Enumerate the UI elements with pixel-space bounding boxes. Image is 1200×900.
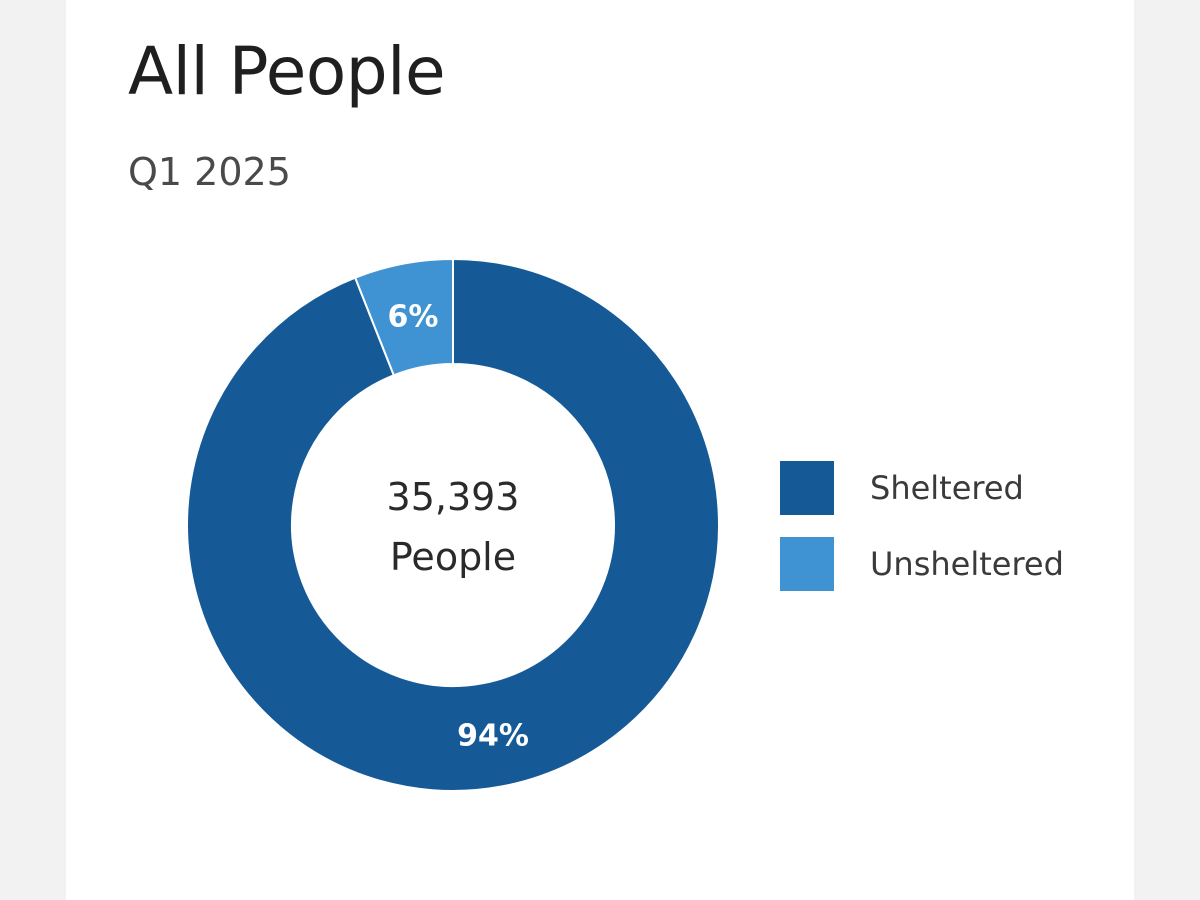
legend-item-sheltered: Sheltered <box>780 460 1064 516</box>
chart-subtitle: Q1 2025 <box>128 150 291 194</box>
legend-label-sheltered: Sheltered <box>870 469 1024 507</box>
legend-swatch-sheltered <box>780 461 834 515</box>
center-total-value: 35,393 <box>387 475 520 519</box>
slice-label-unsheltered: 6% <box>388 299 439 334</box>
donut-slices <box>186 257 720 792</box>
center-total-unit: People <box>390 535 516 579</box>
donut-chart: 6% 94% 35,393 People <box>186 257 720 792</box>
chart-card: All People Q1 2025 6% 94% 35,393 People S… <box>66 0 1134 900</box>
slice-sheltered <box>186 257 720 792</box>
chart-legend: Sheltered Unsheltered <box>780 460 1064 612</box>
legend-swatch-unsheltered <box>780 537 834 591</box>
legend-item-unsheltered: Unsheltered <box>780 536 1064 592</box>
legend-label-unsheltered: Unsheltered <box>870 545 1064 583</box>
donut-slice-labels: 6% 94% <box>388 299 529 753</box>
chart-title: All People <box>128 33 446 110</box>
slice-label-sheltered: 94% <box>457 719 529 754</box>
